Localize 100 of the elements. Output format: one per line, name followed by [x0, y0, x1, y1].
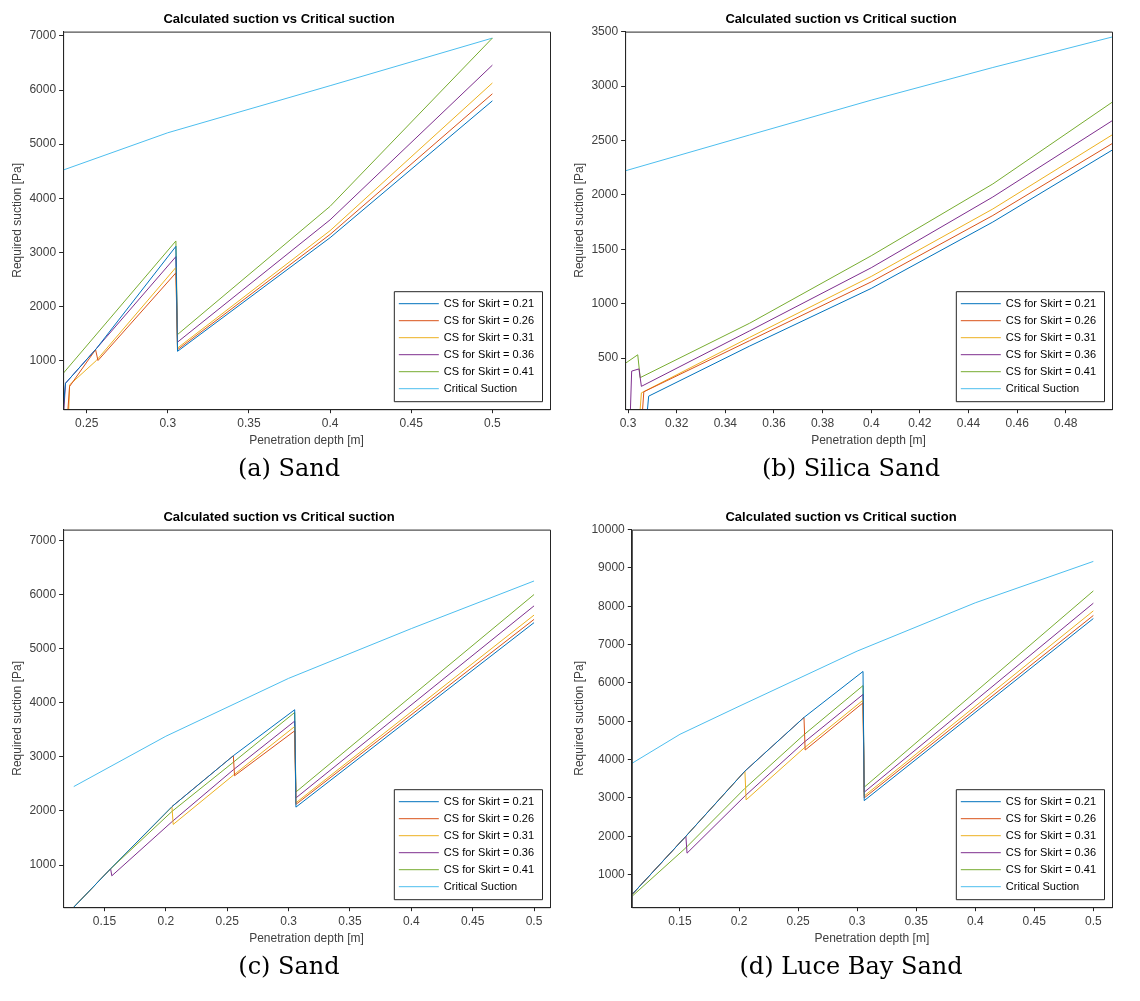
legend-label: Critical Suction	[1005, 381, 1080, 394]
x-tick-label: 0.4	[862, 415, 880, 430]
y-tick-label: 1500	[591, 241, 619, 256]
y-tick-label: 1000	[29, 857, 57, 872]
x-tick-label: 0.2	[157, 913, 175, 928]
x-axis-title: Penetration depth [m]	[249, 433, 364, 448]
y-tick-label: 7000	[598, 636, 626, 651]
legend-label: CS for Skirt = 0.21	[443, 296, 535, 309]
text: (c) Sand	[237, 951, 341, 982]
y-tick-label: 3500	[591, 23, 619, 38]
x-tick-label: 0.15	[92, 913, 117, 928]
x-tick-label: 0.38	[810, 415, 835, 430]
legend-label: CS for Skirt = 0.41	[1005, 862, 1097, 875]
legend-label: CS for Skirt = 0.31	[1005, 330, 1097, 343]
y-tick-label: 8000	[598, 598, 626, 613]
x-tick-label: 0.5	[1085, 913, 1102, 928]
legend-label: Critical Suction	[443, 381, 518, 394]
legend-label: CS for Skirt = 0.26	[443, 313, 535, 326]
y-tick-label: 4000	[598, 751, 626, 766]
chart-title: Calculated suction vs Critical suction	[725, 11, 957, 27]
x-tick-label: 0.36	[762, 415, 786, 430]
x-tick-label: 0.45	[399, 415, 424, 430]
y-tick-label: 1000	[598, 866, 626, 881]
x-tick-label: 0.35	[338, 913, 362, 928]
y-tick-label: 2000	[598, 828, 626, 843]
legend-label: CS for Skirt = 0.26	[1005, 811, 1097, 824]
x-axis-title: Penetration depth [m]	[814, 931, 930, 946]
legend-label: CS for Skirt = 0.31	[443, 330, 535, 343]
x-tick-label: 0.2	[730, 913, 748, 928]
x-tick-label: 0.25	[215, 913, 240, 928]
x-tick-label: 0.48	[1054, 415, 1078, 430]
x-tick-label: 0.44	[956, 415, 981, 430]
y-tick-label: 1000	[29, 352, 57, 367]
y-axis-title: Required suction [Pa]	[9, 163, 24, 278]
y-tick-label: 6000	[29, 586, 57, 601]
y-tick-label: 2500	[591, 132, 619, 147]
legend-label: CS for Skirt = 0.21	[1005, 296, 1097, 309]
legend-label: CS for Skirt = 0.21	[1005, 794, 1097, 807]
y-tick-label: 3000	[29, 749, 57, 764]
x-tick-label: 0.45	[1022, 913, 1047, 928]
x-tick-label: 0.15	[668, 913, 692, 928]
y-axis-title: Required suction [Pa]	[571, 661, 586, 776]
y-tick-label: 7000	[29, 28, 57, 43]
y-axis-title: Required suction [Pa]	[571, 163, 586, 278]
x-tick-label: 0.3	[619, 415, 637, 430]
x-tick-label: 0.45	[460, 913, 485, 928]
text: (b) Silica Sand	[760, 453, 942, 484]
y-tick-label: 3000	[598, 790, 626, 805]
y-tick-label: 10000	[591, 521, 626, 536]
y-tick-label: 9000	[598, 560, 626, 575]
text: (a) Sand	[236, 453, 342, 484]
x-tick-label: 0.35	[237, 415, 261, 430]
x-tick-label: 0.34	[713, 415, 738, 430]
x-tick-label: 0.5	[525, 913, 543, 928]
y-tick-label: 5000	[29, 640, 57, 655]
y-tick-label: 1000	[591, 295, 619, 310]
legend-label: CS for Skirt = 0.36	[443, 347, 535, 360]
legend-label: CS for Skirt = 0.31	[1005, 828, 1097, 841]
x-tick-label: 0.35	[904, 913, 929, 928]
legend-label: Critical Suction	[443, 879, 518, 892]
chart-title: Calculated suction vs Critical suction	[725, 509, 957, 525]
x-tick-label: 0.25	[786, 913, 811, 928]
x-tick-label: 0.25	[74, 415, 99, 430]
legend-label: CS for Skirt = 0.31	[443, 828, 535, 841]
y-tick-label: 3000	[29, 244, 57, 259]
y-tick-label: 2000	[29, 803, 57, 818]
y-tick-label: 2000	[29, 298, 57, 313]
x-tick-label: 0.4	[966, 913, 984, 928]
legend-label: CS for Skirt = 0.36	[443, 845, 535, 858]
x-tick-label: 0.3	[280, 913, 298, 928]
y-tick-label: 6000	[29, 82, 57, 97]
x-axis-title: Penetration depth [m]	[249, 931, 364, 946]
legend-label: CS for Skirt = 0.41	[443, 862, 535, 875]
legend-label: CS for Skirt = 0.41	[443, 364, 535, 377]
legend-label: CS for Skirt = 0.26	[1005, 313, 1097, 326]
text: (d) Luce Bay Sand	[738, 951, 964, 982]
x-tick-label: 0.46	[1005, 415, 1030, 430]
legend-label: CS for Skirt = 0.36	[1005, 845, 1097, 858]
x-tick-label: 0.5	[484, 415, 502, 430]
legend-label: CS for Skirt = 0.36	[1005, 347, 1097, 360]
legend-label: CS for Skirt = 0.41	[1005, 364, 1097, 377]
y-tick-label: 500	[598, 350, 619, 365]
y-tick-label: 7000	[29, 532, 57, 547]
x-tick-label: 0.3	[159, 415, 177, 430]
y-tick-label: 5000	[598, 713, 626, 728]
y-tick-label: 6000	[598, 675, 626, 690]
y-tick-label: 4000	[29, 190, 57, 205]
y-tick-label: 3000	[591, 78, 619, 93]
x-tick-label: 0.32	[664, 415, 689, 430]
x-tick-label: 0.3	[848, 913, 866, 928]
x-tick-label: 0.4	[321, 415, 339, 430]
legend-label: CS for Skirt = 0.26	[443, 811, 535, 824]
y-tick-label: 5000	[29, 136, 57, 151]
legend-label: Critical Suction	[1005, 879, 1080, 892]
y-tick-label: 4000	[29, 695, 57, 710]
x-tick-label: 0.42	[908, 415, 932, 430]
chart-title: Calculated suction vs Critical suction	[163, 11, 395, 27]
legend-label: CS for Skirt = 0.21	[443, 794, 535, 807]
x-tick-label: 0.4	[402, 913, 420, 928]
chart-title: Calculated suction vs Critical suction	[163, 509, 395, 525]
